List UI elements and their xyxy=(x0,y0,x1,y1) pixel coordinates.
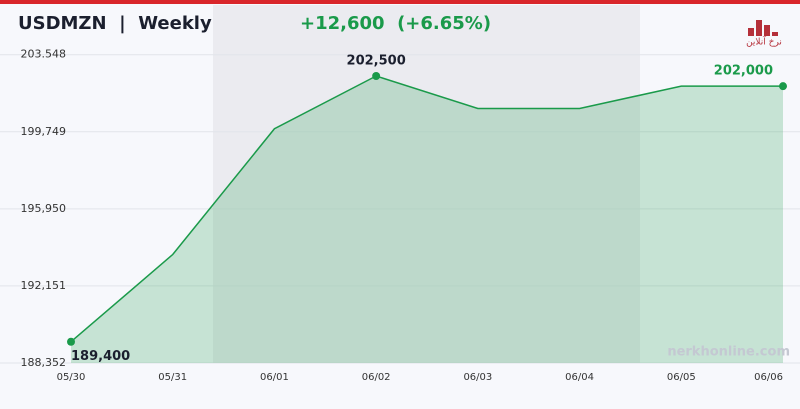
watermark: nerkhonline.com xyxy=(667,345,790,360)
point xyxy=(372,71,381,80)
line xyxy=(70,75,783,343)
x-tick-label: 06/02 xyxy=(362,372,391,383)
x-tick-label: 06/04 xyxy=(565,372,594,383)
plot: 188,352 192,151 195,950 199,749 203.548 05/30… xyxy=(0,48,800,383)
shaded-range xyxy=(213,5,640,363)
logo-bar xyxy=(772,32,778,36)
logo-bar xyxy=(764,25,770,36)
x-tick-label: 06/01 xyxy=(260,372,289,383)
x-tick-label: 06/06 xyxy=(754,372,783,383)
y-tick-label: 192,151 xyxy=(21,279,67,292)
logo: نرخ آنلاین xyxy=(746,20,782,48)
x-tick-label: 06/03 xyxy=(463,372,492,383)
y-tick-label: 188,352 xyxy=(21,356,67,369)
x-tick-label: 05/30 xyxy=(57,372,86,383)
area xyxy=(71,75,783,364)
logo-bar xyxy=(756,20,762,36)
y-tick-label: 195,950 xyxy=(21,202,67,215)
y-tick-label: 199,749 xyxy=(21,125,67,138)
x-tick-label: 06/05 xyxy=(667,372,696,383)
logo-text: نرخ آنلاین xyxy=(746,36,782,48)
logo-bar xyxy=(748,28,754,36)
top-bar xyxy=(0,0,800,4)
data-label: 189,400 xyxy=(71,349,130,364)
data-label: 202,500 xyxy=(347,53,406,68)
x-tick-label: 05/31 xyxy=(158,372,187,383)
data-label: 202,000 xyxy=(714,64,773,79)
point xyxy=(779,82,787,91)
y-tick-label: 203.548 xyxy=(21,48,67,61)
change-label: +12,600 (+6.65%) xyxy=(300,13,491,34)
point xyxy=(67,337,75,346)
chart-title: USDMZN | Weekly xyxy=(18,13,212,34)
